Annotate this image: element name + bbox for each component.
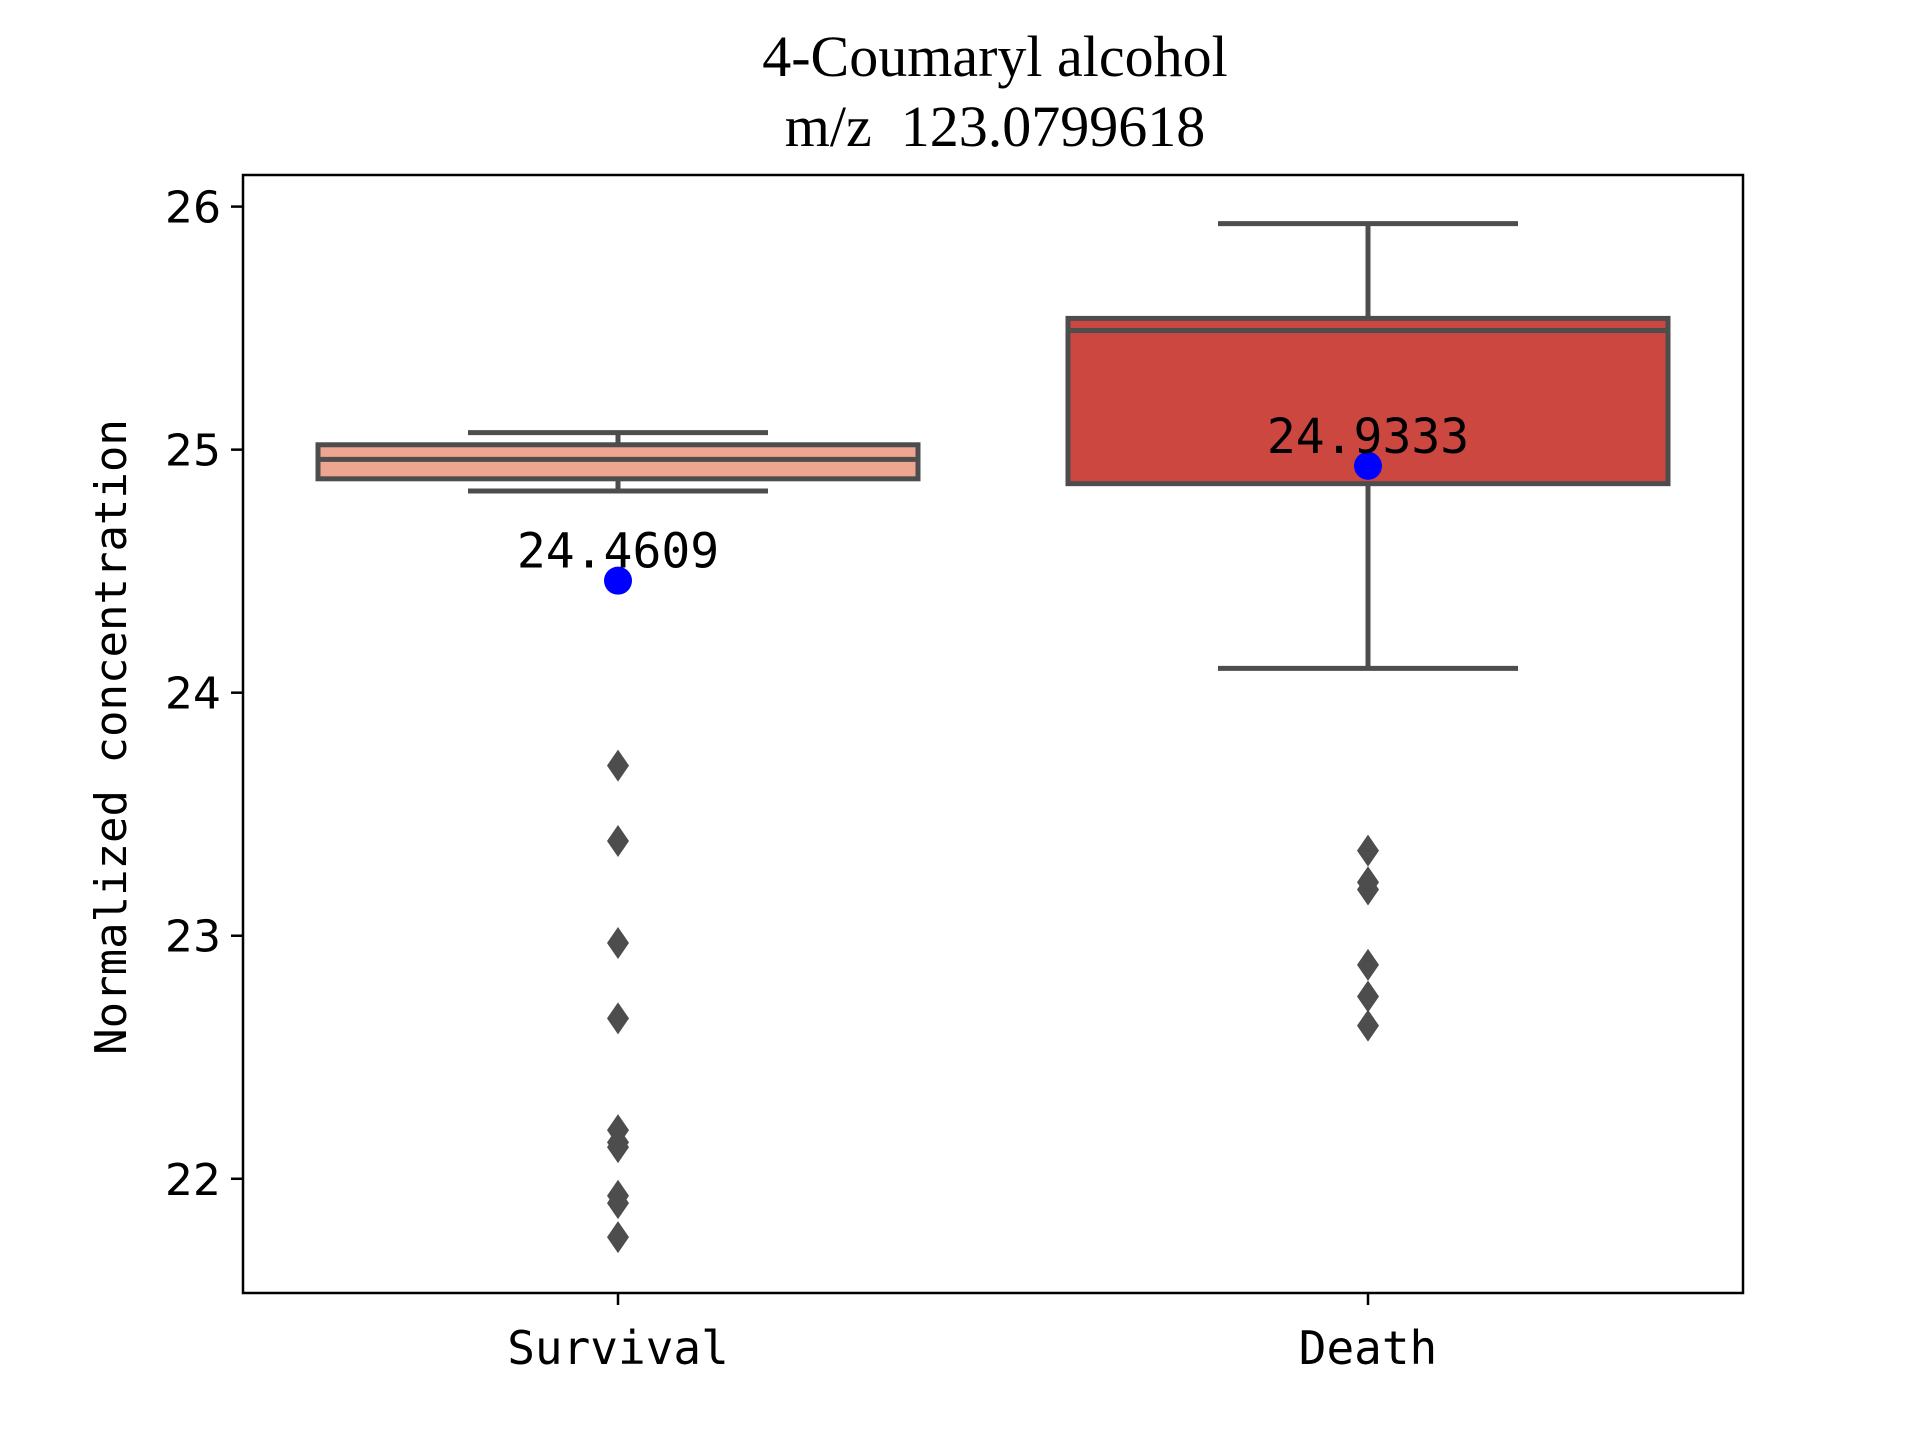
mean-marker-death: [1354, 451, 1382, 480]
outlier-point-death: [1357, 1009, 1379, 1042]
y-tick-label: 25: [165, 426, 221, 477]
plot-frame: [241, 173, 1745, 1295]
outlier-point-survival: [607, 1131, 629, 1164]
outlier-point-survival: [607, 749, 629, 782]
y-tick-label: 23: [165, 912, 221, 963]
chart-subtitle: m/z 123.0799618: [785, 94, 1205, 159]
y-tick-label: 24: [165, 669, 221, 720]
x-tick-label-survival: Survival: [507, 1321, 729, 1375]
outlier-point-survival: [607, 1187, 629, 1220]
outlier-point-survival: [607, 1221, 629, 1254]
mean-marker-survival: [604, 566, 632, 595]
outlier-point-survival: [607, 927, 629, 960]
y-tick-label: 26: [165, 183, 221, 234]
y-axis-label: Normalized concentration: [86, 419, 137, 1055]
x-tick-label-death: Death: [1299, 1321, 1437, 1375]
y-tick-label: 22: [165, 1155, 221, 1206]
outlier-point-death: [1357, 948, 1379, 981]
outlier-point-death: [1357, 980, 1379, 1013]
outlier-point-death: [1357, 873, 1379, 906]
outlier-point-survival: [607, 824, 629, 857]
outlier-point-death: [1357, 834, 1379, 867]
outlier-point-survival: [607, 1002, 629, 1035]
chart-title: 4-Coumaryl alcohol: [762, 24, 1228, 89]
marker-value-label-death: 24.9333: [1267, 409, 1469, 465]
plot-area: 24.4609 Survival 24.9333 Death 22 23 24 25 26: [165, 173, 1745, 1375]
marker-value-label-survival: 24.4609: [517, 524, 719, 580]
